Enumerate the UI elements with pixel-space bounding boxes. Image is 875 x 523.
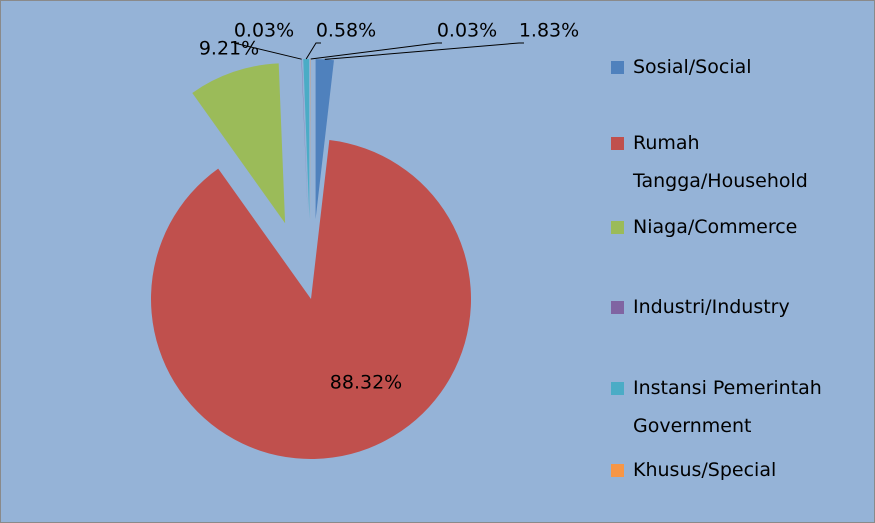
- legend-item: Khusus/Special: [611, 451, 831, 489]
- pie-slice: [150, 140, 471, 459]
- legend-item: Industri/Industry: [611, 288, 831, 326]
- legend-swatch: [611, 382, 624, 395]
- legend-label: Instansi Pemerintah Government: [633, 377, 822, 437]
- data-label: 1.83%: [519, 20, 579, 42]
- data-label: 88.32%: [330, 372, 402, 394]
- pie-slice: [303, 59, 310, 220]
- data-label: 0.58%: [316, 20, 376, 42]
- legend-swatch: [611, 137, 624, 150]
- pie-slice: [192, 63, 286, 224]
- legend-swatch: [611, 301, 624, 314]
- data-label: 0.03%: [234, 20, 294, 42]
- leader-line: [310, 42, 442, 60]
- legend-swatch: [611, 464, 624, 477]
- pie-slice: [315, 59, 334, 220]
- legend-swatch: [611, 221, 624, 234]
- leader-line: [324, 42, 524, 60]
- legend-item: Niaga/Commerce: [611, 208, 831, 246]
- legend-label: Rumah Tangga/Household: [633, 132, 808, 192]
- legend-label: Industri/Industry: [633, 296, 790, 318]
- legend-swatch: [611, 61, 624, 74]
- data-label: 9.21%: [199, 38, 259, 60]
- leader-line: [305, 42, 321, 60]
- legend-item: Rumah Tangga/Household: [611, 124, 831, 200]
- pie-slice: [301, 59, 308, 220]
- legend-item: Sosial/Social: [611, 48, 831, 86]
- leader-line: [233, 42, 302, 60]
- data-label: 0.03%: [437, 20, 497, 42]
- legend-label: Sosial/Social: [633, 56, 752, 78]
- legend-item: Instansi Pemerintah Government: [611, 369, 831, 445]
- legend-label: Niaga/Commerce: [633, 216, 798, 238]
- legend-label: Khusus/Special: [633, 459, 777, 481]
